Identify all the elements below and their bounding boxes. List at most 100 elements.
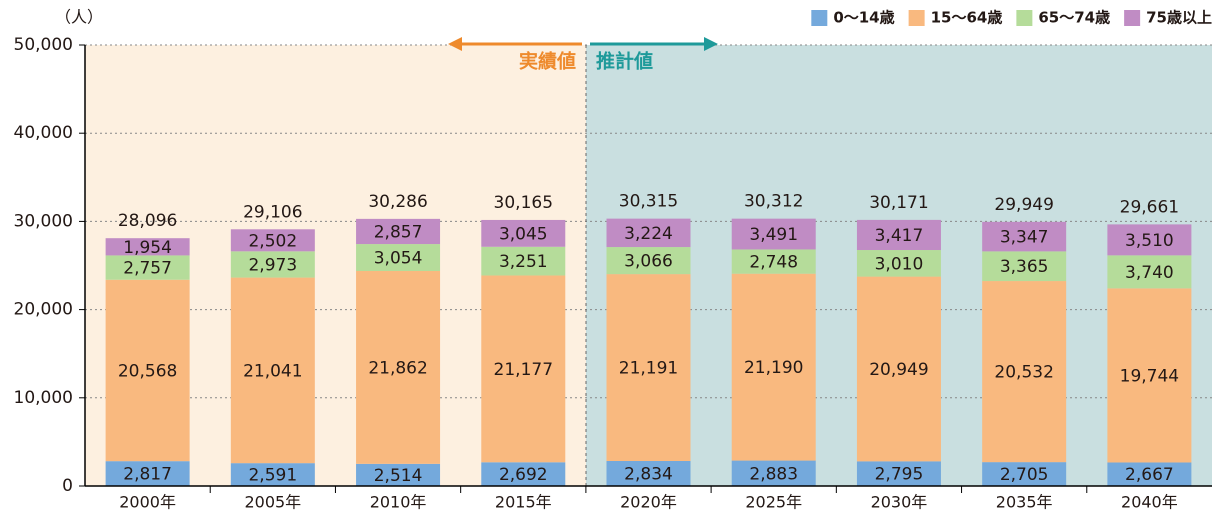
bar-segment [230, 277, 315, 464]
value-label: 3,365 [1000, 257, 1049, 277]
y-tick-label: 30,000 [14, 211, 73, 231]
value-label: 3,010 [875, 254, 924, 274]
total-label: 30,286 [368, 192, 427, 212]
legend-label: 65〜74歳 [1038, 9, 1110, 27]
value-label: 20,568 [118, 361, 177, 381]
legend-label: 75歳以上 [1146, 9, 1212, 27]
legend-swatch [811, 10, 828, 26]
value-label: 20,949 [869, 360, 928, 380]
total-label: 30,312 [744, 192, 803, 212]
value-label: 21,177 [494, 360, 553, 380]
x-tick-label: 2015年 [495, 493, 552, 512]
value-label: 3,045 [499, 224, 548, 244]
x-tick-label: 2020年 [620, 493, 677, 512]
total-label: 28,096 [118, 211, 177, 231]
value-label: 3,347 [1000, 228, 1049, 248]
value-label: 3,510 [1125, 231, 1174, 251]
bar-segment [731, 460, 816, 486]
legend-label: 0〜14歳 [833, 9, 894, 27]
bar-segment [1107, 288, 1192, 463]
arrow-left-head [448, 37, 462, 51]
bar-segment [731, 249, 816, 274]
bar-segment [105, 238, 190, 256]
x-tick-label: 2035年 [996, 493, 1053, 512]
y-tick-label: 0 [62, 476, 73, 496]
annotation-forecast: 推計値 [596, 50, 653, 73]
bar-segment [856, 461, 941, 486]
bar-segment [481, 275, 566, 463]
bar-segment [356, 463, 441, 486]
value-label: 3,417 [875, 226, 924, 246]
bar-segment [606, 247, 691, 275]
unit-label: （人） [55, 8, 103, 27]
legend-swatch [1124, 10, 1141, 26]
total-label: 30,315 [619, 192, 678, 212]
bar-segment [1107, 255, 1192, 289]
value-label: 21,862 [368, 358, 427, 378]
bar-segment [1107, 462, 1192, 486]
value-label: 1,954 [123, 238, 172, 258]
x-tick-label: 2010年 [370, 493, 427, 512]
y-tick-label: 50,000 [14, 35, 73, 55]
x-tick-label: 2005年 [244, 493, 301, 512]
bar-segment [856, 276, 941, 462]
y-tick-label: 40,000 [14, 123, 73, 143]
x-tick-label: 2040年 [1121, 493, 1178, 512]
bar-segment [856, 250, 941, 277]
value-label: 2,748 [749, 253, 798, 273]
bar-segment [356, 244, 441, 272]
bar-segment [481, 246, 566, 276]
bar-segment [856, 219, 941, 251]
bar-segment [606, 274, 691, 462]
bar-segment [606, 218, 691, 248]
bar-segment [356, 271, 441, 464]
bar-segment [1107, 224, 1192, 256]
value-label: 2,667 [1125, 465, 1174, 485]
arrow-right-head [704, 37, 718, 51]
value-label: 21,190 [744, 358, 803, 378]
value-label: 21,041 [243, 361, 302, 381]
legend-swatch [908, 10, 925, 26]
value-label: 2,692 [499, 465, 548, 485]
value-label: 2,705 [1000, 465, 1049, 485]
x-tick-label: 2025年 [745, 493, 802, 512]
bar-segment [982, 462, 1067, 486]
bar-segment [356, 218, 441, 245]
legend-label: 15〜64歳 [931, 9, 1003, 27]
y-tick-label: 20,000 [14, 300, 73, 320]
annotation-actual: 実績値 [519, 50, 576, 73]
total-label: 30,171 [869, 193, 928, 213]
value-label: 20,532 [994, 363, 1053, 383]
x-tick-label: 2030年 [871, 493, 928, 512]
value-label: 2,883 [749, 464, 798, 484]
bar-segment [731, 218, 816, 250]
value-label: 3,740 [1125, 263, 1174, 283]
value-label: 21,191 [619, 359, 678, 379]
value-label: 2,857 [374, 222, 423, 242]
bar-segment [982, 221, 1067, 252]
value-label: 2,817 [123, 465, 172, 485]
bar-segment [982, 281, 1067, 463]
value-label: 3,066 [624, 252, 673, 272]
value-label: 2,514 [374, 466, 423, 486]
total-label: 30,165 [494, 193, 553, 213]
value-label: 2,795 [875, 465, 924, 485]
total-label: 29,661 [1120, 197, 1179, 217]
value-label: 3,491 [749, 225, 798, 245]
total-label: 29,949 [994, 195, 1053, 215]
value-label: 2,757 [123, 259, 172, 279]
bar-segment [481, 219, 566, 247]
bar-segment [105, 461, 190, 486]
bar-segment [731, 273, 816, 461]
bar-segment [105, 255, 190, 280]
value-label: 2,591 [248, 466, 297, 486]
bar-segment [982, 251, 1067, 282]
legend-swatch [1016, 10, 1033, 26]
bar-segment [230, 229, 315, 252]
bar-segment [230, 463, 315, 486]
value-label: 2,834 [624, 465, 673, 485]
value-label: 3,224 [624, 224, 673, 244]
value-label: 3,251 [499, 252, 548, 272]
bar-segment [230, 251, 315, 278]
